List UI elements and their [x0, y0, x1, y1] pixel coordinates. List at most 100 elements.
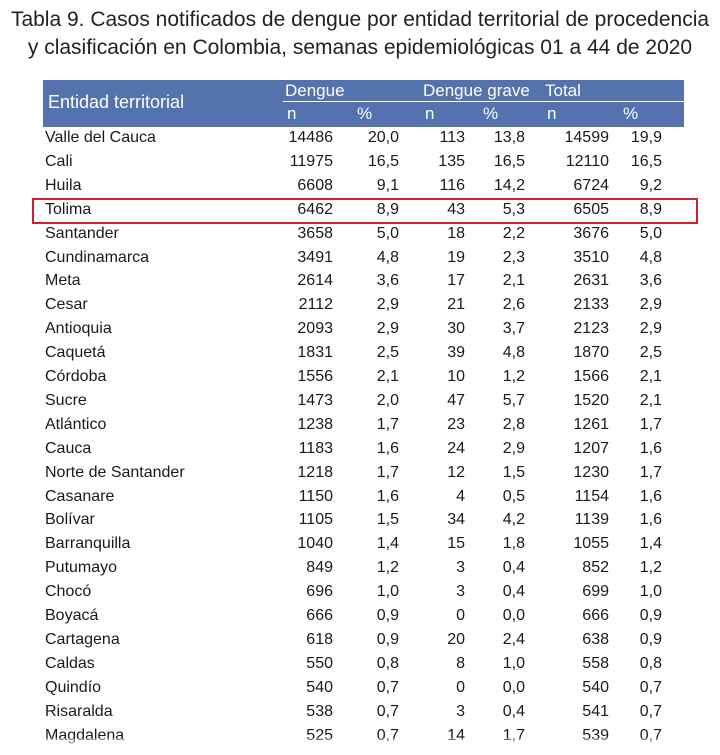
cell-total-pct: 0,8 [639, 654, 662, 672]
cell-entity: Sucre [45, 391, 87, 409]
cell-total-n: 638 [582, 630, 609, 648]
header-total: Total [545, 81, 581, 100]
cell-grave-pct: 4,2 [502, 511, 525, 529]
cell-dengue-n: 6462 [297, 200, 333, 218]
cell-entity: Barranquilla [45, 535, 131, 553]
cell-total-pct: 19,9 [630, 129, 662, 146]
cell-grave-n: 20 [447, 630, 465, 648]
cell-dengue-pct: 8,9 [376, 200, 399, 218]
cell-dengue-n: 2614 [297, 272, 333, 290]
cell-total-n: 3510 [573, 248, 609, 266]
header-n: n [287, 104, 297, 123]
cell-grave-pct: 13,8 [493, 129, 525, 146]
table-row: Sucre 1473 2,0 47 5,7 1520 2,1 [0, 389, 720, 413]
cell-total-n: 2123 [573, 320, 609, 338]
cell-total-n: 1261 [573, 415, 609, 433]
cell-dengue-pct: 0,7 [376, 678, 399, 696]
cell-total-pct: 4,8 [639, 248, 662, 266]
cell-total-pct: 3,6 [639, 272, 662, 290]
cell-grave-n: 47 [447, 391, 465, 409]
cell-dengue-n: 538 [306, 702, 333, 720]
cell-grave-pct: 5,3 [502, 200, 525, 218]
cell-grave-n: 3 [456, 702, 465, 720]
table-title: Tabla 9. Casos notificados de dengue por… [0, 6, 720, 62]
cell-dengue-pct: 2,0 [376, 391, 399, 409]
cell-dengue-pct: 2,9 [376, 320, 399, 338]
cell-dengue-n: 696 [306, 583, 333, 601]
cell-dengue-pct: 1,5 [376, 511, 399, 529]
cell-grave-n: 135 [438, 152, 465, 170]
cell-dengue-n: 6608 [297, 176, 333, 194]
table-row: Santander 3658 5,0 18 2,2 3676 5,0 [0, 222, 720, 246]
cell-total-pct: 0,7 [639, 678, 662, 696]
cell-total-pct: 0,9 [639, 630, 662, 648]
cell-total-n: 1230 [573, 463, 609, 481]
cell-entity: Santander [45, 224, 119, 242]
cell-grave-pct: 14,2 [493, 176, 525, 194]
cell-dengue-n: 1238 [297, 415, 333, 433]
table-header: Entidad territorial Dengue Dengue grave … [43, 80, 684, 127]
cell-total-n: 541 [582, 702, 609, 720]
cell-entity: Caldas [45, 654, 95, 672]
cell-grave-pct: 0,5 [502, 487, 525, 505]
cell-total-n: 558 [582, 654, 609, 672]
table-row: Caquetá 1831 2,5 39 4,8 1870 2,5 [0, 341, 720, 365]
cell-total-pct: 2,1 [639, 391, 662, 409]
cell-dengue-n: 1218 [297, 463, 333, 481]
cell-total-n: 540 [582, 678, 609, 696]
cell-total-n: 699 [582, 583, 609, 601]
cell-dengue-pct: 0,9 [376, 630, 399, 648]
table-row: Cartagena 618 0,9 20 2,4 638 0,9 [0, 628, 720, 652]
cell-dengue-n: 618 [306, 630, 333, 648]
cell-grave-n: 10 [447, 368, 465, 385]
table-row: Tolima 6462 8,9 43 5,3 6505 8,9 [0, 198, 720, 222]
cell-total-pct: 1,0 [639, 583, 662, 601]
cell-total-n: 1566 [573, 368, 609, 385]
cell-grave-n: 4 [456, 487, 465, 505]
cell-grave-n: 8 [456, 654, 465, 672]
cell-grave-pct: 2,3 [502, 248, 525, 266]
cell-dengue-pct: 16,5 [367, 152, 399, 170]
cell-grave-n: 17 [447, 272, 465, 290]
cell-dengue-pct: 20,0 [367, 129, 399, 146]
cell-total-pct: 1,7 [639, 415, 662, 433]
cell-dengue-pct: 1,6 [376, 439, 399, 457]
cell-entity: Cesar [45, 296, 88, 314]
cell-grave-pct: 0,4 [502, 583, 525, 601]
table-row: Córdoba 1556 2,1 10 1,2 1566 2,1 [0, 365, 720, 389]
cell-total-n: 1154 [574, 487, 609, 505]
table-row: Meta 2614 3,6 17 2,1 2631 3,6 [0, 269, 720, 293]
cell-grave-n: 116 [439, 176, 465, 194]
header-entity: Entidad territorial [48, 92, 185, 112]
cell-grave-pct: 1,5 [502, 463, 525, 481]
cell-entity: Atlántico [45, 415, 107, 433]
cell-grave-n: 30 [447, 320, 465, 338]
cell-entity: Norte de Santander [45, 463, 185, 481]
cell-total-pct: 16,5 [630, 152, 662, 170]
cell-grave-n: 34 [447, 511, 465, 529]
title-line-2: y clasificación en Colombia, semanas epi… [27, 36, 693, 59]
cell-dengue-n: 1105 [298, 511, 333, 529]
table-row: Cesar 2112 2,9 21 2,6 2133 2,9 [0, 293, 720, 317]
cell-dengue-n: 1831 [297, 344, 333, 362]
cell-grave-pct: 0,4 [502, 559, 525, 577]
cell-total-pct: 2,9 [639, 296, 662, 314]
cell-dengue-n: 550 [306, 654, 333, 672]
cell-grave-pct: 2,6 [502, 296, 525, 314]
cell-grave-pct: 2,8 [502, 415, 525, 433]
cell-dengue-pct: 0,9 [376, 607, 399, 624]
cell-dengue-pct: 1,2 [376, 559, 399, 577]
cell-total-n: 12110 [565, 152, 609, 170]
cell-dengue-n: 1556 [297, 368, 333, 385]
cell-grave-pct: 2,1 [502, 272, 525, 290]
cell-total-pct: 0,9 [639, 607, 662, 624]
cell-grave-pct: 0,4 [502, 702, 525, 720]
table-row: Cundinamarca 3491 4,8 19 2,3 3510 4,8 [0, 246, 720, 270]
cell-total-n: 1139 [574, 511, 609, 529]
cell-dengue-pct: 2,5 [376, 344, 399, 362]
cell-grave-pct: 1,2 [502, 368, 525, 385]
cell-entity: Valle del Cauca [45, 129, 156, 146]
cell-grave-n: 0 [456, 678, 465, 696]
table-row: Bolívar 1105 1,5 34 4,2 1139 1,6 [0, 508, 720, 532]
cell-dengue-n: 1040 [297, 535, 333, 553]
